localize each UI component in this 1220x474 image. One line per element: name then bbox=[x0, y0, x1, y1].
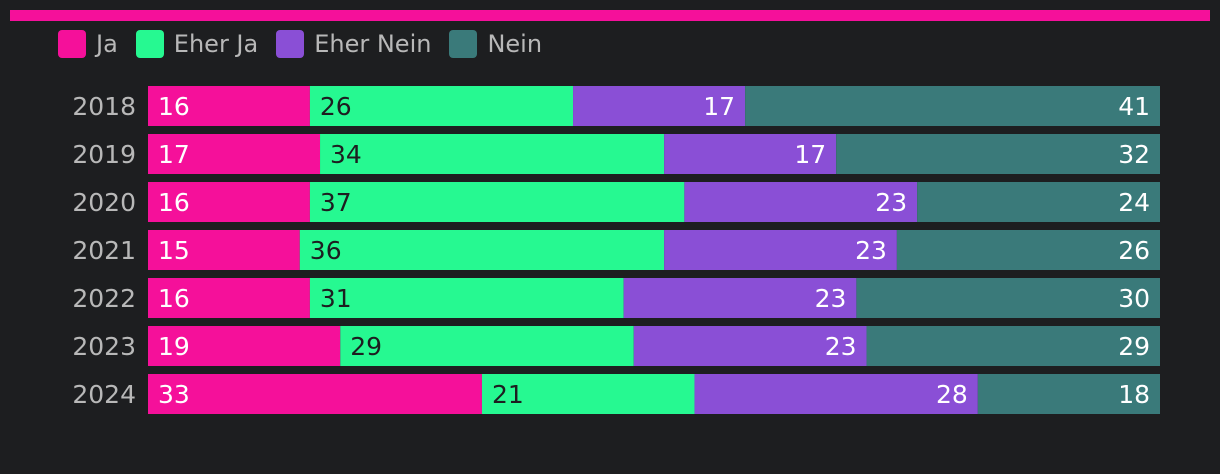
y-tick-label: 2020 bbox=[72, 188, 136, 217]
data-label: 32 bbox=[1118, 140, 1150, 169]
bar-segment bbox=[148, 182, 310, 222]
bar-segment bbox=[633, 326, 867, 366]
bar-segment bbox=[664, 230, 897, 270]
data-label: 36 bbox=[310, 236, 342, 265]
data-label: 29 bbox=[1118, 332, 1150, 361]
legend-label-eher-nein: Eher Nein bbox=[314, 30, 432, 58]
bar-segment bbox=[148, 230, 300, 270]
data-label: 33 bbox=[158, 380, 190, 409]
bar-segment bbox=[148, 278, 310, 318]
bar-segment bbox=[148, 326, 341, 366]
bar-segment bbox=[481, 374, 695, 414]
data-label: 23 bbox=[815, 284, 847, 313]
bar-segment bbox=[836, 134, 1160, 174]
bar-segment bbox=[623, 278, 857, 318]
bar-row-2021: 2021 15 36 23 26 bbox=[72, 230, 1160, 270]
bar-segment bbox=[694, 374, 978, 414]
bar-segment bbox=[977, 374, 1160, 414]
legend-label-eher-ja: Eher Ja bbox=[173, 30, 259, 58]
data-label: 16 bbox=[158, 284, 190, 313]
bar-segment bbox=[309, 86, 574, 126]
bar-segment bbox=[309, 278, 624, 318]
bar-row-2018: 2018 16 26 17 41 bbox=[72, 86, 1160, 126]
data-label: 37 bbox=[320, 188, 352, 217]
legend-swatch-ja bbox=[58, 30, 86, 58]
bar-segment bbox=[148, 134, 321, 174]
y-tick-label: 2022 bbox=[72, 284, 136, 313]
data-label: 34 bbox=[330, 140, 362, 169]
bar-row-2024: 2024 33 21 28 18 bbox=[72, 374, 1160, 414]
bar-segment bbox=[573, 86, 746, 126]
data-label: 17 bbox=[794, 140, 826, 169]
bar-row-2019: 2019 17 34 17 32 bbox=[72, 134, 1160, 174]
legend-item-eher-ja: Eher Ja bbox=[135, 30, 259, 58]
bar-segment bbox=[148, 374, 482, 414]
legend-item-eher-nein: Eher Nein bbox=[276, 30, 431, 58]
bar-row-2022: 2022 16 31 23 30 bbox=[72, 278, 1160, 318]
y-tick-label: 2021 bbox=[72, 236, 136, 265]
y-tick-label: 2019 bbox=[72, 140, 136, 169]
bar-segment bbox=[299, 230, 665, 270]
bar-segment bbox=[856, 278, 1160, 318]
data-label: 31 bbox=[320, 284, 352, 313]
data-label: 23 bbox=[875, 188, 907, 217]
bar-row-2023: 2023 19 29 23 29 bbox=[72, 326, 1160, 366]
bar-segment bbox=[684, 182, 918, 222]
data-label: 16 bbox=[158, 92, 190, 121]
data-label: 30 bbox=[1118, 284, 1150, 313]
bar-segment bbox=[309, 182, 685, 222]
data-label: 24 bbox=[1118, 188, 1150, 217]
legend-swatch-eher-nein bbox=[276, 30, 305, 58]
data-label: 28 bbox=[936, 380, 968, 409]
legend-label-nein: Nein bbox=[487, 30, 543, 58]
bar-segment bbox=[745, 86, 1160, 126]
bar-segment bbox=[664, 134, 837, 174]
bar-segment bbox=[320, 134, 665, 174]
data-label: 41 bbox=[1118, 92, 1150, 121]
data-label: 17 bbox=[158, 140, 190, 169]
y-tick-label: 2024 bbox=[72, 380, 136, 409]
legend-swatch-nein bbox=[449, 30, 478, 58]
data-label: 17 bbox=[703, 92, 735, 121]
bar-segment bbox=[340, 326, 634, 366]
data-label: 21 bbox=[492, 380, 524, 409]
y-tick-label: 2018 bbox=[72, 92, 136, 121]
legend-swatch-eher-ja bbox=[135, 30, 164, 58]
data-label: 26 bbox=[320, 92, 352, 121]
legend-label-ja: Ja bbox=[96, 30, 118, 58]
bar-row-2020: 2020 16 37 23 24 bbox=[72, 182, 1160, 222]
y-tick-label: 2023 bbox=[72, 332, 136, 361]
data-label: 15 bbox=[158, 236, 190, 265]
data-label: 23 bbox=[825, 332, 857, 361]
bar-segment bbox=[148, 86, 310, 126]
data-label: 16 bbox=[158, 188, 190, 217]
data-label: 29 bbox=[350, 332, 382, 361]
legend: Ja Eher Ja Eher Nein Nein bbox=[58, 27, 560, 61]
data-label: 26 bbox=[1118, 236, 1150, 265]
accent-bar bbox=[10, 10, 1210, 21]
data-label: 23 bbox=[855, 236, 887, 265]
legend-item-nein: Nein bbox=[449, 30, 542, 58]
data-label: 18 bbox=[1118, 380, 1150, 409]
data-label: 19 bbox=[158, 332, 190, 361]
bar-segment bbox=[866, 326, 1160, 366]
bar-segment bbox=[917, 182, 1160, 222]
bar-segment bbox=[896, 230, 1160, 270]
legend-item-ja: Ja bbox=[58, 30, 118, 58]
